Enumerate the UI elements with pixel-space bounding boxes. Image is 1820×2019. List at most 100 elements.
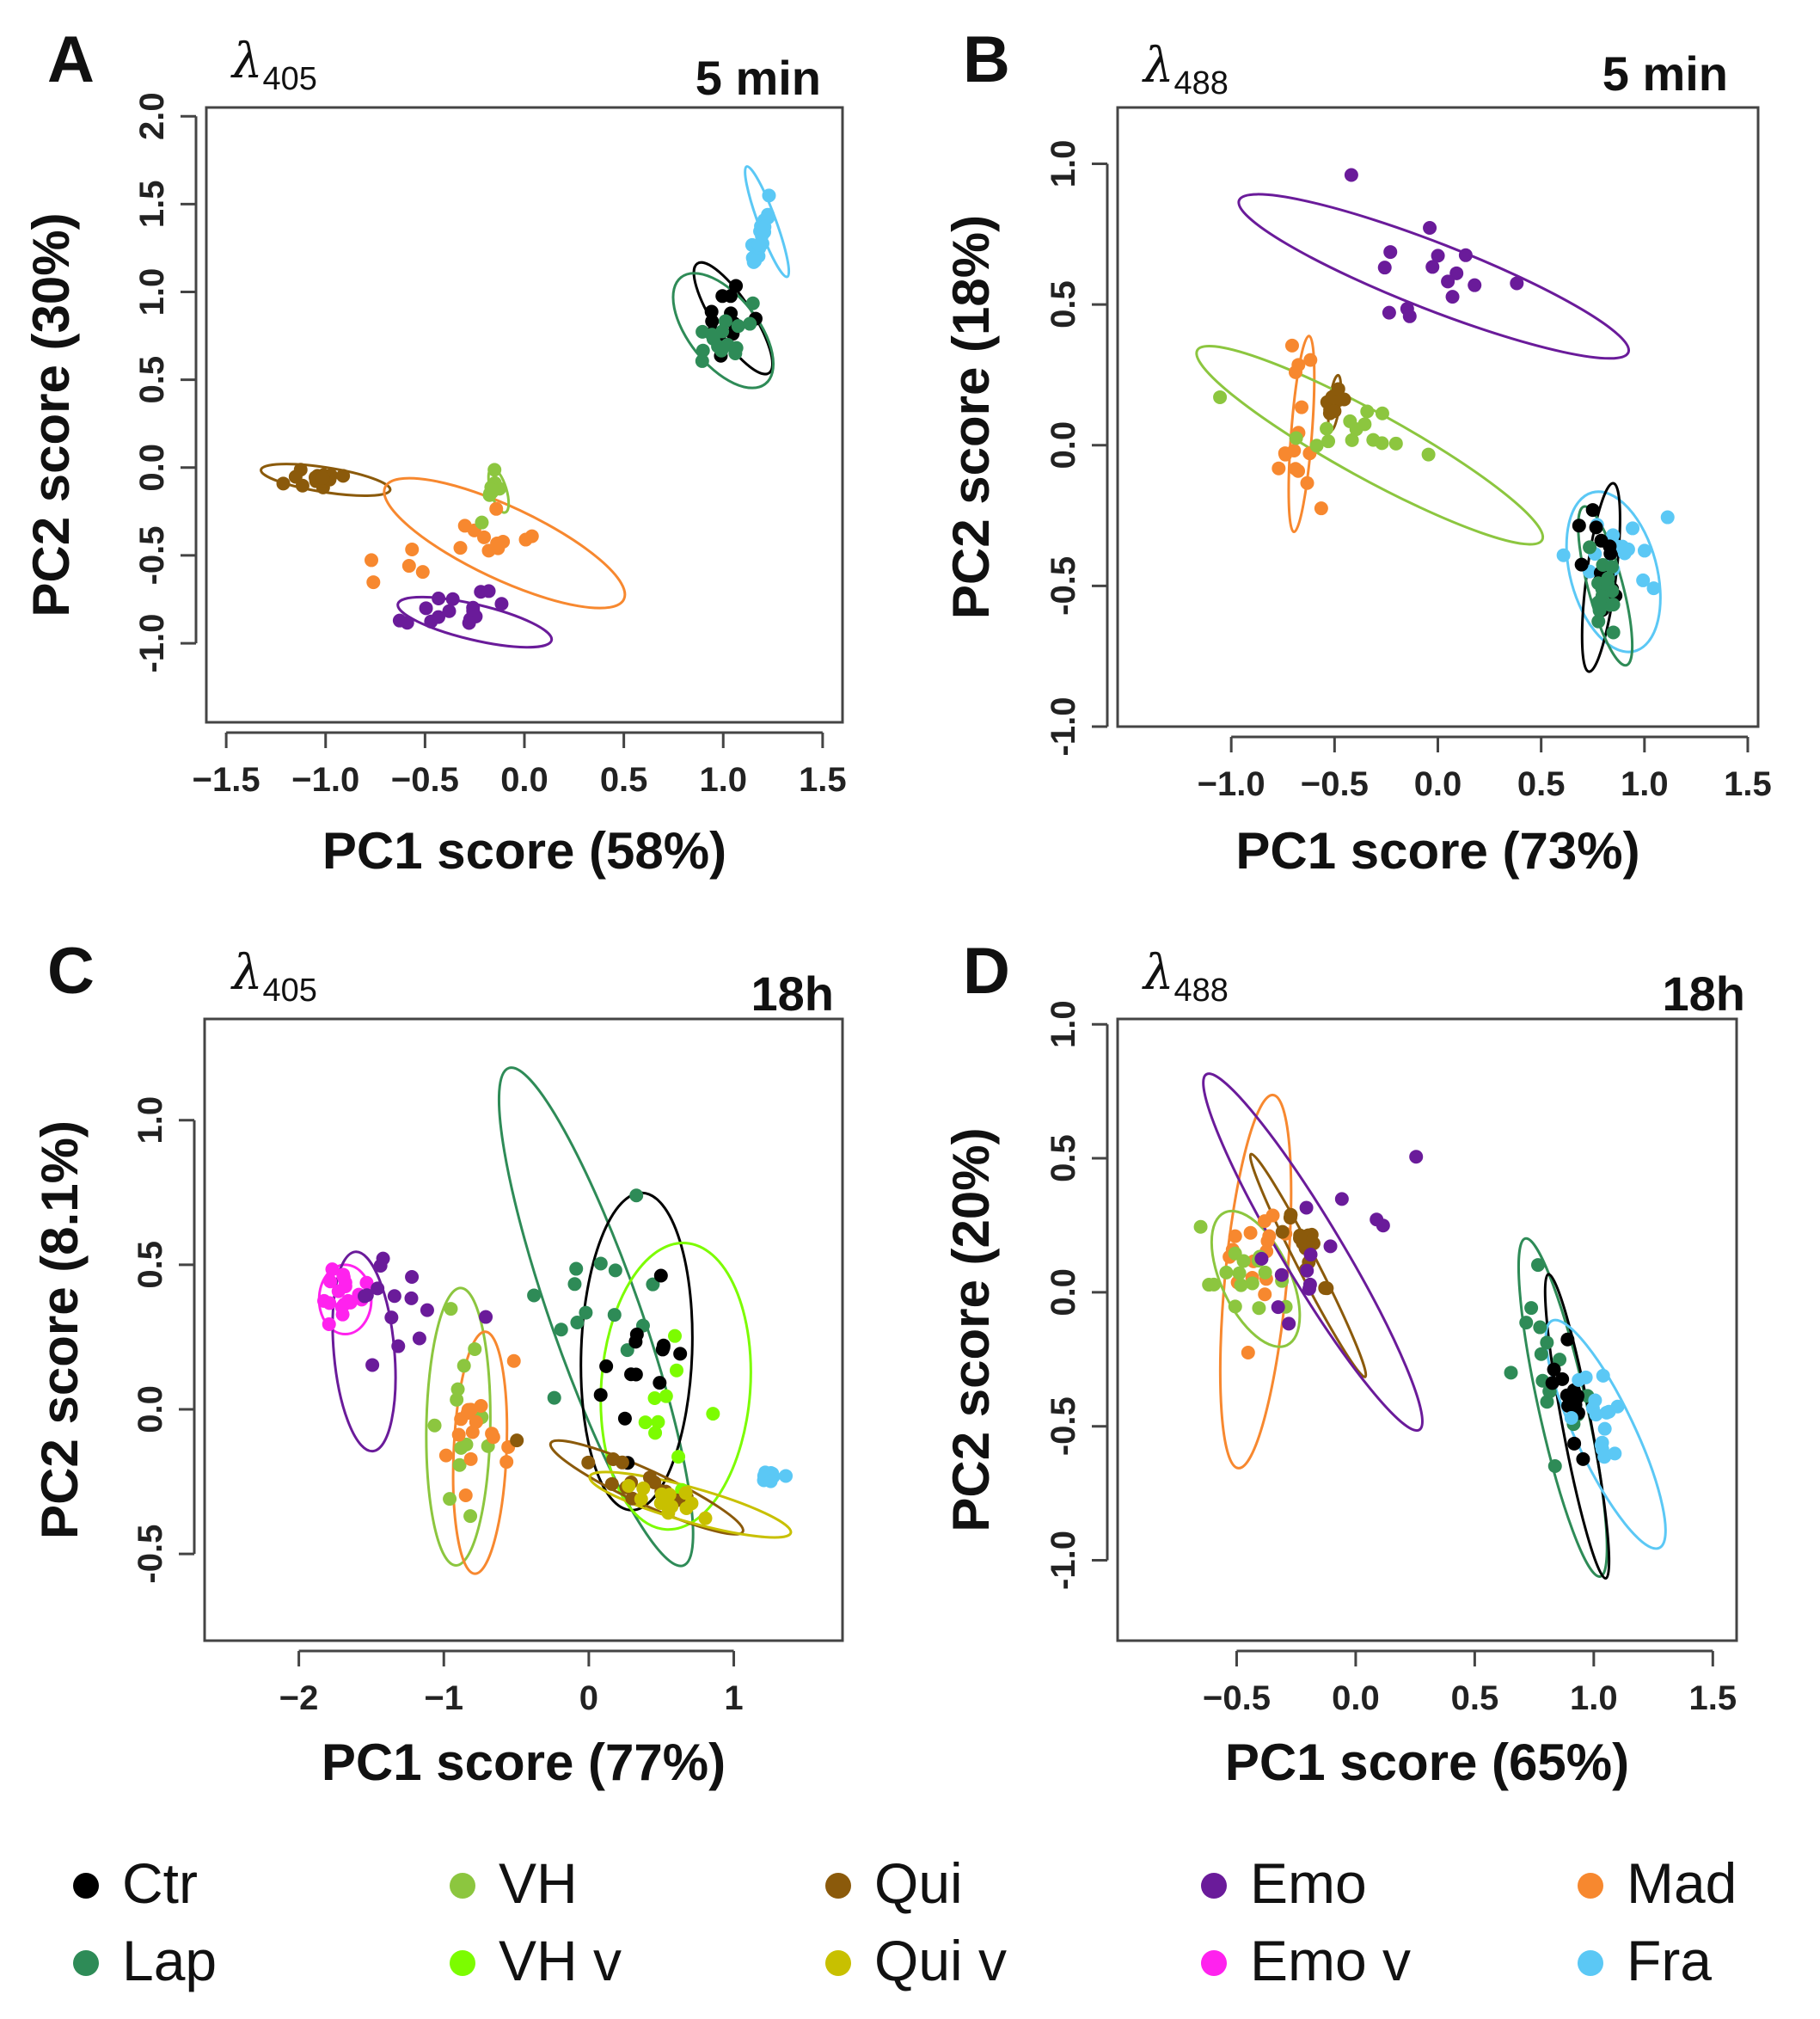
point-vh — [1375, 406, 1389, 420]
point-mad — [469, 1415, 483, 1429]
legend-marker — [1201, 1950, 1227, 1976]
legend-marker — [1578, 1873, 1603, 1899]
point-vh — [463, 1509, 478, 1524]
point-vh — [1252, 1301, 1266, 1316]
point-ctr — [1566, 1390, 1581, 1405]
point-emo — [445, 592, 460, 606]
point-mad — [506, 1353, 521, 1368]
point-lap — [1606, 625, 1621, 640]
point-vh — [475, 515, 489, 530]
x-tick-label: −0.5 — [1203, 1679, 1271, 1717]
point-vh — [1388, 436, 1403, 451]
x-tick-label: −1.0 — [1198, 765, 1265, 803]
point-emo — [1409, 1150, 1424, 1164]
x-tick-label: 0.5 — [600, 761, 648, 799]
point-emo — [479, 1310, 493, 1324]
point-mad — [524, 529, 539, 543]
point-mad — [489, 501, 504, 516]
point-lap — [569, 1261, 584, 1276]
point-vh — [1245, 1276, 1259, 1291]
point-mad — [366, 575, 381, 590]
point-vh-v — [706, 1407, 720, 1421]
point-emo — [387, 1289, 401, 1304]
point-fra — [1637, 543, 1651, 558]
point-lap — [1519, 1316, 1534, 1330]
point-mad — [463, 1451, 478, 1466]
legend-marker — [1578, 1950, 1603, 1976]
point-vh — [450, 1392, 464, 1407]
point-emo — [481, 584, 496, 598]
y-tick-label: 0.0 — [133, 444, 171, 492]
x-tick-label: −1.0 — [291, 761, 359, 799]
point-ctr — [1585, 503, 1600, 518]
panel-letter: C — [47, 935, 95, 1008]
plot-frame — [205, 106, 844, 724]
point-vh — [459, 1437, 474, 1451]
panel-letter: B — [963, 23, 1010, 96]
point-mad — [401, 559, 416, 574]
point-emo — [1431, 249, 1445, 263]
point-mad — [499, 1455, 514, 1470]
point-mad — [477, 530, 492, 544]
point-mad — [453, 541, 468, 555]
x-tick-label: 1.5 — [799, 761, 847, 799]
point-emo — [1402, 309, 1417, 323]
point-ctr — [1574, 557, 1589, 572]
point-fra — [1599, 1405, 1614, 1420]
point-qui — [1304, 1227, 1319, 1242]
point-lap — [743, 316, 757, 331]
point-emo — [405, 1269, 420, 1284]
x-tick-label: −1.5 — [193, 761, 260, 799]
y-axis-label: PC2 score (18%) — [942, 215, 1000, 619]
point-emo — [359, 1288, 374, 1303]
point-fra — [1588, 1393, 1602, 1408]
legend-label: VH v — [499, 1929, 622, 1992]
point-vh — [1228, 1299, 1242, 1314]
point-lap — [1547, 1459, 1562, 1474]
legend-marker — [1201, 1873, 1227, 1899]
point-mad — [415, 565, 430, 580]
point-vh — [1193, 1219, 1208, 1234]
legend-label: Qui — [874, 1851, 963, 1915]
legend-marker — [450, 1873, 475, 1899]
ellipse-emo — [1237, 193, 1631, 360]
point-lap — [1524, 1301, 1539, 1316]
point-ctr — [1560, 1332, 1575, 1347]
ellipse-lap — [497, 1066, 695, 1568]
x-tick-label: 0.5 — [1517, 765, 1566, 803]
y-tick-label: 0.0 — [1045, 421, 1082, 469]
legend-item-fra: Fra — [1578, 1929, 1712, 1992]
point-vh — [427, 1418, 442, 1433]
point-vh-v — [648, 1426, 663, 1440]
panel-letter: A — [47, 23, 95, 96]
legend-item-lap: Lap — [73, 1929, 217, 1992]
point-emo — [1425, 260, 1440, 274]
point-vh — [1234, 1278, 1248, 1292]
legend-marker — [450, 1950, 475, 1976]
point-mad — [460, 1406, 475, 1421]
legend-marker — [825, 1950, 851, 1976]
x-axis-label: PC1 score (73%) — [1235, 822, 1639, 880]
point-qui — [510, 1433, 524, 1448]
y-tick-label: -1.0 — [1045, 1531, 1082, 1590]
point-mad — [438, 1448, 453, 1463]
point-qui — [1327, 404, 1341, 419]
point-qui — [336, 469, 351, 483]
point-lap — [695, 353, 709, 368]
point-mad — [451, 1427, 466, 1442]
point-vh — [1421, 447, 1436, 462]
point-emo — [404, 1291, 419, 1305]
point-qui-v — [634, 1492, 648, 1507]
point-mad — [1291, 463, 1306, 478]
point-ctr — [1603, 546, 1618, 561]
point-lap — [1533, 1320, 1547, 1335]
point-mad — [1303, 353, 1318, 367]
wavelength-label: λ488 — [1142, 38, 1229, 101]
legend-label: Fra — [1627, 1929, 1712, 1992]
point-lap — [1531, 1258, 1546, 1273]
point-mad — [1284, 338, 1299, 353]
point-fra — [751, 237, 766, 252]
